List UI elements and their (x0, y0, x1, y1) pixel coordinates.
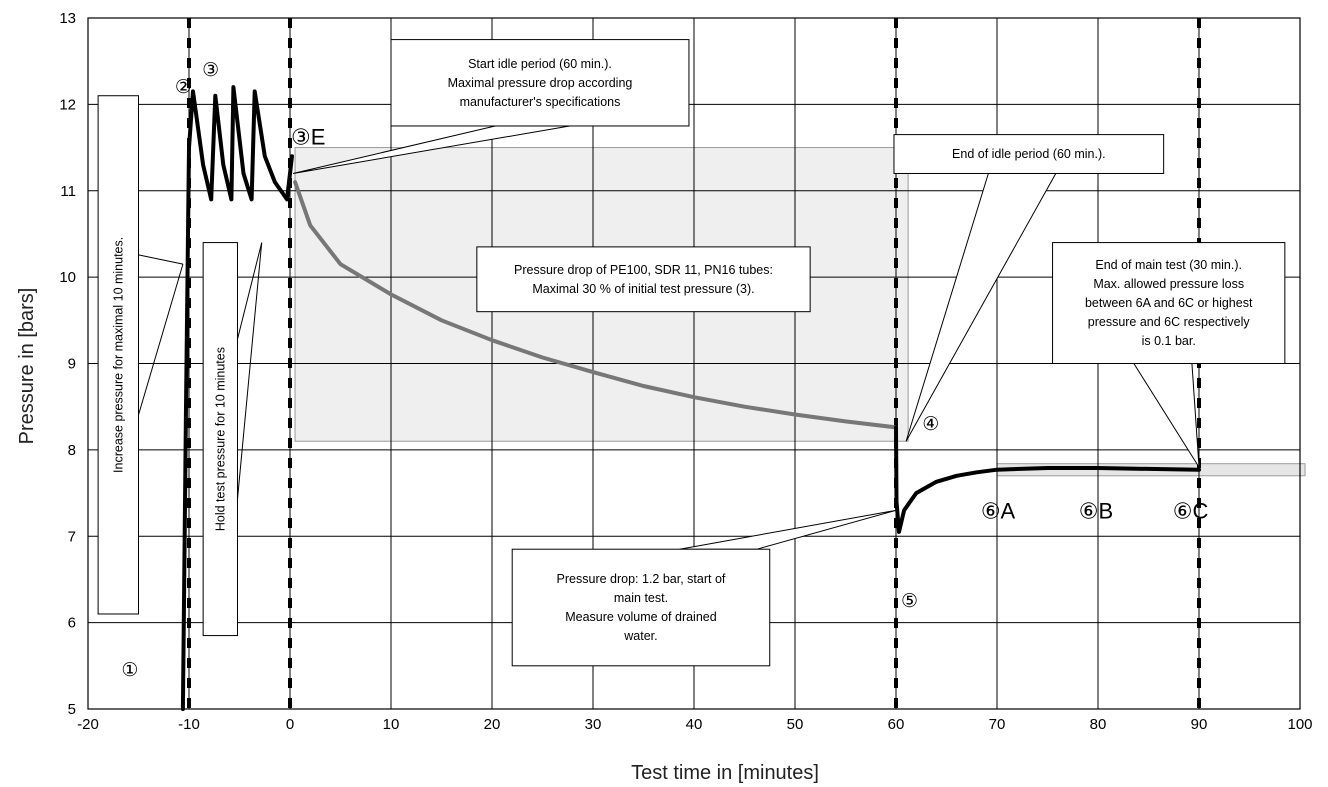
x-tick-label: 30 (585, 716, 602, 733)
point-label: ④ (922, 413, 939, 435)
callout-pointer (236, 242, 263, 340)
point-label: ③E (291, 124, 325, 149)
y-tick-label: 10 (59, 269, 76, 286)
callout-text-line: Pressure drop of PE100, SDR 11, PN16 tub… (514, 263, 773, 277)
x-tick-label: 70 (989, 716, 1006, 733)
x-tick-label: 60 (888, 716, 905, 733)
y-tick-label: 11 (60, 183, 76, 200)
callout-text-line: Pressure drop: 1.2 bar, start of (557, 572, 726, 586)
x-tick-label: 10 (383, 716, 400, 733)
y-tick-label: 7 (68, 528, 76, 545)
x-tick-label: 0 (286, 716, 294, 733)
point-label: ② (175, 76, 192, 98)
callout-pointer (138, 254, 184, 265)
callout-text-line: pressure and 6C respectively (1088, 315, 1251, 329)
vertical-callout-text-0: Increase pressure for maximal 10 minutes… (111, 237, 125, 473)
callout-text-line: Start idle period (60 min.). (468, 57, 612, 71)
x-tick-label: 100 (1287, 716, 1312, 733)
x-tick-label: 90 (1191, 716, 1208, 733)
callout-pointer (138, 264, 184, 416)
callout-pointer (236, 242, 263, 500)
callout-text-line: Maximal 30 % of initial test pressure (3… (532, 282, 754, 296)
plot-frame (87, 17, 1301, 710)
callouts: Increase pressure for maximal 10 minutes… (97, 39, 1286, 667)
x-tick-label: -10 (178, 716, 200, 733)
series-line-1 (293, 180, 898, 430)
callout-text-line: water. (623, 629, 657, 643)
vertical-callout-text-1: Hold test pressure for 10 minutes (213, 347, 227, 531)
callout-text-line: is 0.1 bar. (1142, 334, 1196, 348)
axes (87, 17, 1301, 710)
callout-box-2 (476, 246, 811, 313)
callout-text-line: Measure volume of drained (565, 610, 717, 624)
y-tick-label: 9 (68, 356, 76, 373)
y-tick-labels: 5 6 7 8 9 10 11 12 13 (59, 10, 76, 718)
y-tick-label: 6 (68, 615, 76, 632)
y-axis-title: Pressure in [bars] (16, 288, 38, 445)
callout-text-line: between 6A and 6C or highest (1085, 296, 1253, 310)
point-label: ⑥B (1079, 498, 1113, 523)
callout-box-4 (511, 548, 771, 667)
callout-box-0 (390, 39, 690, 127)
callout-text-line: manufacturer's specifications (460, 95, 621, 109)
series-line-0 (180, 85, 294, 711)
point-label: ⑤ (901, 590, 918, 612)
y-tick-label: 13 (59, 10, 76, 27)
callout-text-line: Maximal pressure drop according (448, 76, 633, 90)
callout-text-line: End of main test (30 min.). (1095, 258, 1242, 272)
y-tick-label: 12 (59, 96, 76, 113)
series-lines (180, 85, 1201, 711)
x-tick-label: -20 (77, 716, 99, 733)
y-tick-label: 8 (68, 442, 76, 459)
callout-text-line: main test. (614, 591, 668, 605)
point-label: ⑥A (981, 498, 1016, 523)
x-axis-title: Test time in [minutes] (631, 762, 819, 784)
x-tick-label: 80 (1090, 716, 1107, 733)
vertical-callout-box-0 (97, 95, 139, 615)
point-labels: ① ②③ ③E ④ ⑤ ⑥A ⑥B ⑥C (121, 59, 1208, 681)
vertical-callout-box-1 (202, 242, 238, 637)
point-label: ③ (202, 59, 219, 81)
x-tick-label: 20 (484, 716, 501, 733)
x-tick-label: 50 (787, 716, 804, 733)
point-label: ① (121, 659, 138, 681)
x-tick-labels: -20 -10 0 10 20 30 40 50 60 70 80 90 100 (77, 716, 1312, 733)
callout-text-line: Max. allowed pressure loss (1093, 277, 1244, 291)
callout-text-line: End of idle period (60 min.). (952, 147, 1106, 161)
callout-box-1 (893, 134, 1165, 174)
point-label: ⑥C (1173, 498, 1209, 523)
series-line-2 (894, 425, 1201, 534)
callout-box-3 (1052, 242, 1286, 364)
y-tick-label: 5 (68, 701, 76, 718)
x-tick-label: 40 (686, 716, 703, 733)
